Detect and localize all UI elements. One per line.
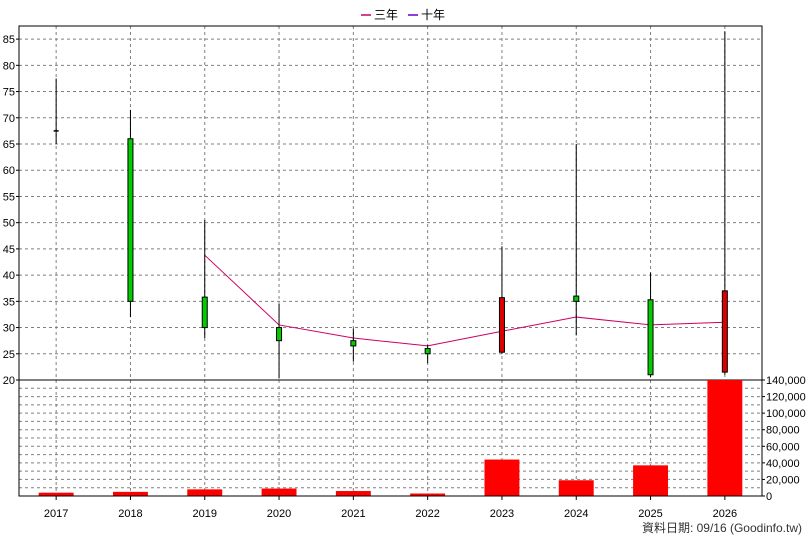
price-tick-label: 60: [3, 165, 15, 177]
price-tick-label: 45: [3, 244, 15, 256]
legend-label: 三年: [374, 8, 398, 22]
volume-bar: [187, 489, 223, 496]
legend-label: 十年: [421, 8, 445, 22]
candle-body-down: [721, 290, 728, 373]
candle-body-up: [647, 299, 654, 376]
volume-tick-label: 20,000: [766, 474, 800, 486]
x-tick-label: 2017: [44, 508, 68, 520]
volume-bar: [335, 491, 371, 496]
x-tick-label: 2025: [638, 508, 662, 520]
volume-bar: [707, 380, 743, 496]
volume-tick-label: 120,000: [766, 392, 806, 404]
candle-body-down: [498, 297, 505, 353]
candle-body-up: [573, 295, 580, 302]
price-tick-label: 20: [3, 375, 15, 387]
three-year-line: [204, 254, 725, 347]
volume-tick-label: 140,000: [766, 375, 806, 387]
price-tick-label: 75: [3, 87, 15, 99]
x-tick-label: 2020: [267, 508, 291, 520]
x-tick-label: 2019: [193, 508, 217, 520]
volume-bar: [633, 465, 669, 496]
price-tick-label: 30: [3, 323, 15, 335]
x-tick-label: 2023: [490, 508, 514, 520]
volume-tick-label: 80,000: [766, 425, 800, 437]
x-tick-label: 2018: [118, 508, 142, 520]
candle-body-up: [424, 348, 431, 355]
volume-bar: [38, 492, 74, 496]
volume-bar: [558, 480, 594, 496]
volume-tick-label: 60,000: [766, 441, 800, 453]
price-tick-label: 25: [3, 349, 15, 361]
price-tick-label: 70: [3, 113, 15, 125]
candle-body-up: [276, 327, 283, 342]
candle-body-up: [127, 138, 134, 302]
x-tick-label: 2022: [415, 508, 439, 520]
x-tick-label: 2024: [564, 508, 588, 520]
volume-bar: [410, 493, 446, 496]
x-tick-label: 2021: [341, 508, 365, 520]
price-tick-label: 65: [3, 139, 15, 151]
volume-tick-label: 0: [766, 491, 772, 503]
volume-bar: [261, 488, 297, 496]
price-tick-label: 40: [3, 270, 15, 282]
volume-tick-label: 100,000: [766, 408, 806, 420]
candle-body-up: [201, 296, 208, 329]
volume-bar: [112, 491, 148, 496]
price-tick-label: 80: [3, 60, 15, 72]
price-tick-label: 50: [3, 218, 15, 230]
volume-bar: [484, 459, 520, 496]
x-tick-label: 2026: [713, 508, 737, 520]
volume-tick-label: 40,000: [766, 458, 800, 470]
plot-area: [19, 26, 762, 496]
candle-body-up: [350, 340, 357, 347]
source-note: 資料日期: 09/16 (Goodinfo.tw): [641, 521, 802, 535]
plot-frame: [18, 25, 763, 497]
price-tick-label: 35: [3, 296, 15, 308]
price-tick-label: 55: [3, 191, 15, 203]
price-tick-label: 85: [3, 34, 15, 46]
